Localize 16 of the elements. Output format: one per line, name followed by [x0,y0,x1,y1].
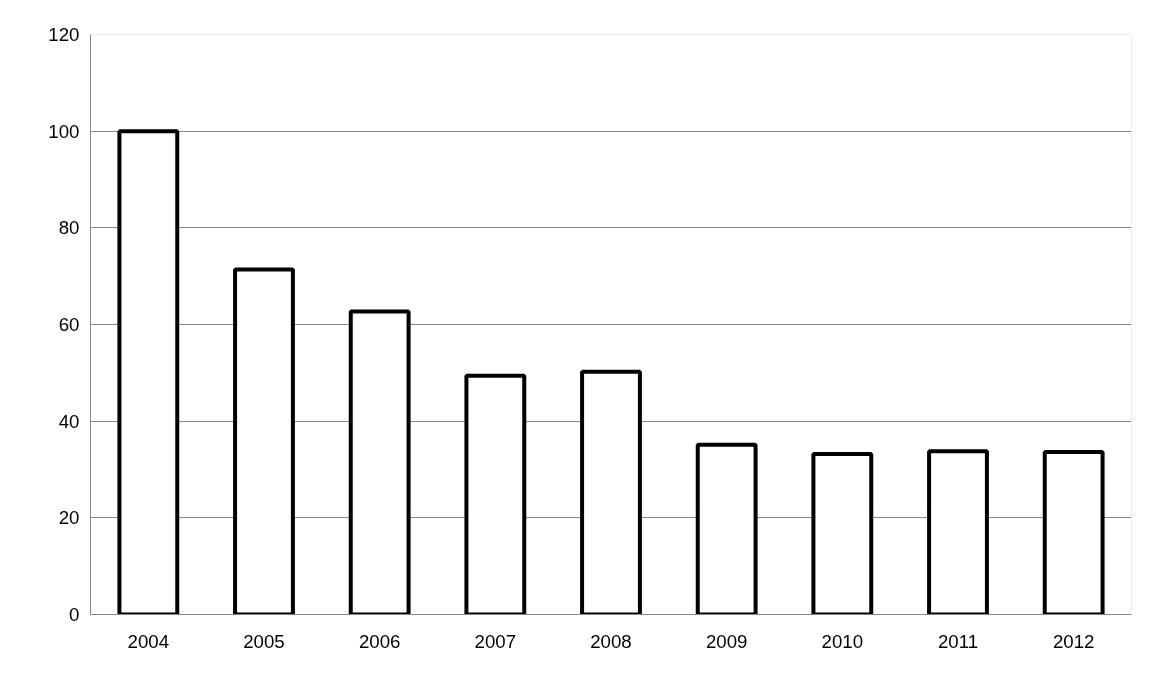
y-tick-label: 80 [58,217,80,239]
x-tick-label: 2010 [821,630,864,652]
y-tick-label: 60 [58,314,80,335]
x-tick-label: 2004 [127,630,170,652]
y-tick-label: 40 [58,410,80,432]
y-tick-label: 0 [69,604,80,625]
x-tick-label: 2008 [590,630,632,652]
x-tick-label: 2011 [937,630,979,652]
y-tick-label: 20 [58,507,80,529]
y-tick-label: 120 [48,24,80,45]
x-tick-label: 2007 [474,630,517,652]
x-tick-label: 2009 [705,630,748,652]
x-tick-label: 2005 [243,630,285,652]
y-tick-label: 100 [48,120,80,142]
x-tick-label: 2006 [358,630,401,652]
x-tick-label: 2012 [1052,630,1095,652]
